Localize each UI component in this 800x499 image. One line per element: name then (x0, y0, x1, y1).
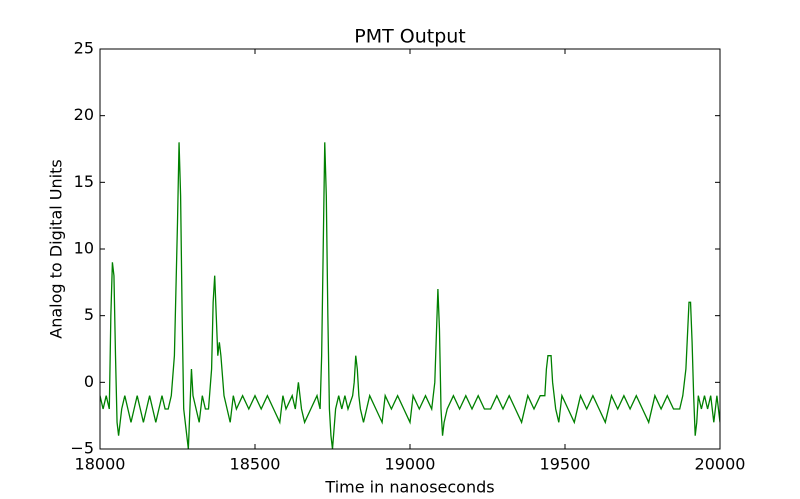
chart-title: PMT Output (354, 26, 466, 48)
x-tick-label: 18500 (230, 455, 281, 474)
y-tick-label: 0 (84, 372, 94, 391)
y-tick-label: 15 (74, 172, 94, 191)
y-tick-label: −5 (70, 439, 94, 458)
x-tick-label: 19000 (385, 455, 436, 474)
data-line (100, 142, 720, 449)
y-axis-label: Analog to Digital Units (47, 159, 66, 338)
y-tick-label: 20 (74, 105, 94, 124)
plot-frame (99, 48, 721, 450)
y-tick-label: 10 (74, 239, 94, 258)
y-tick-label: 25 (74, 39, 94, 58)
y-tick-label: 5 (84, 305, 94, 324)
x-tick-label: 20000 (695, 455, 746, 474)
x-tick-label: 18000 (75, 455, 126, 474)
x-axis-label: Time in nanoseconds (324, 478, 494, 497)
x-tick-label: 19500 (540, 455, 591, 474)
